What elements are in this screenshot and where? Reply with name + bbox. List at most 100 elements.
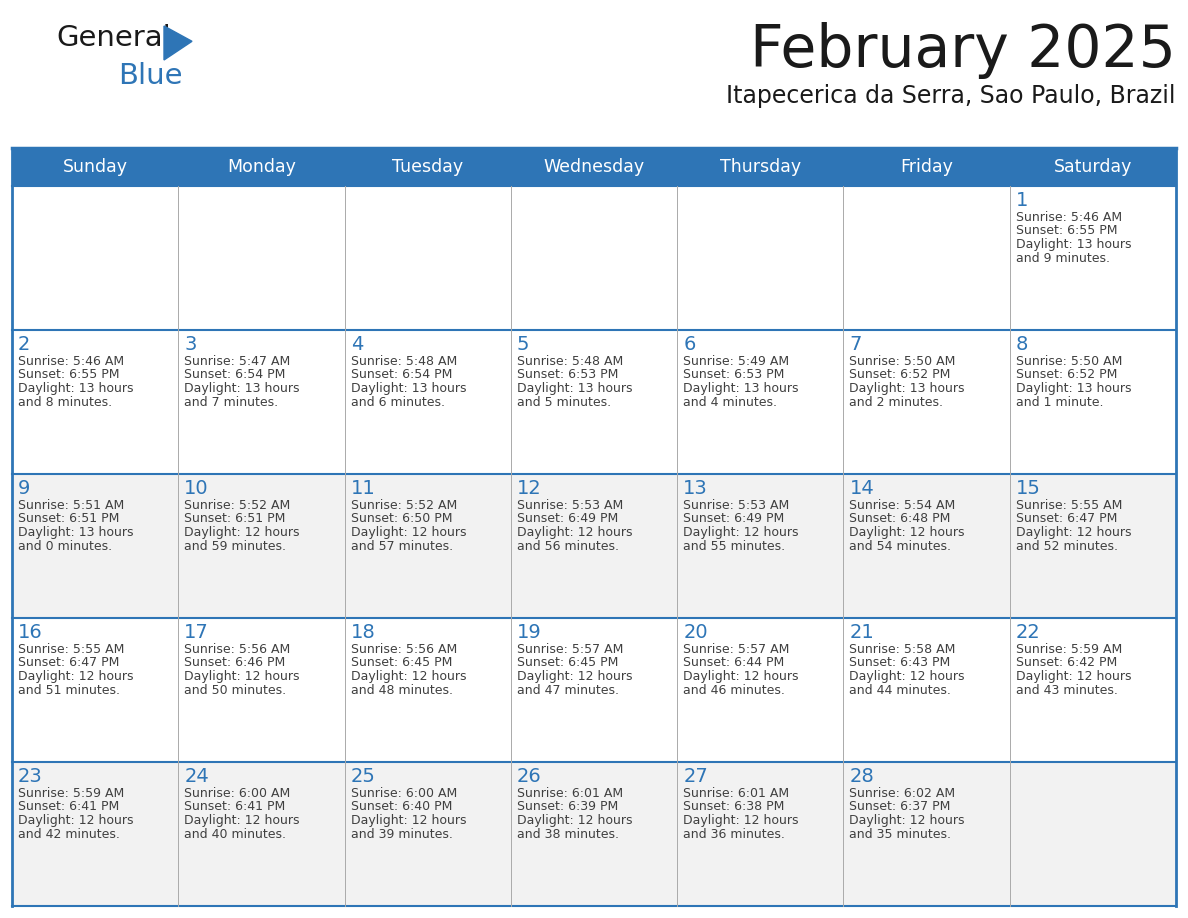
Text: 20: 20 bbox=[683, 623, 708, 642]
Text: Daylight: 13 hours: Daylight: 13 hours bbox=[18, 526, 133, 539]
Text: 5: 5 bbox=[517, 335, 530, 354]
Text: 28: 28 bbox=[849, 767, 874, 786]
Text: 26: 26 bbox=[517, 767, 542, 786]
Text: 7: 7 bbox=[849, 335, 861, 354]
Text: 11: 11 bbox=[350, 479, 375, 498]
Text: and 52 minutes.: and 52 minutes. bbox=[1016, 540, 1118, 553]
Text: Sunset: 6:48 PM: Sunset: 6:48 PM bbox=[849, 512, 950, 525]
Text: Daylight: 12 hours: Daylight: 12 hours bbox=[683, 526, 798, 539]
Text: Sunrise: 6:01 AM: Sunrise: 6:01 AM bbox=[683, 787, 789, 800]
Bar bbox=[12, 762, 1176, 906]
Text: and 6 minutes.: and 6 minutes. bbox=[350, 396, 444, 409]
Text: Sunset: 6:38 PM: Sunset: 6:38 PM bbox=[683, 800, 784, 813]
Text: Daylight: 13 hours: Daylight: 13 hours bbox=[350, 382, 466, 395]
Text: Sunrise: 5:55 AM: Sunrise: 5:55 AM bbox=[18, 643, 125, 656]
Text: and 44 minutes.: and 44 minutes. bbox=[849, 684, 952, 697]
Text: Daylight: 12 hours: Daylight: 12 hours bbox=[184, 526, 299, 539]
Text: Daylight: 12 hours: Daylight: 12 hours bbox=[18, 670, 133, 683]
Text: Sunrise: 5:48 AM: Sunrise: 5:48 AM bbox=[350, 355, 457, 368]
Text: Sunrise: 5:48 AM: Sunrise: 5:48 AM bbox=[517, 355, 624, 368]
Text: Sunrise: 5:53 AM: Sunrise: 5:53 AM bbox=[683, 499, 789, 512]
Text: Sunset: 6:42 PM: Sunset: 6:42 PM bbox=[1016, 656, 1117, 669]
Text: Daylight: 12 hours: Daylight: 12 hours bbox=[18, 814, 133, 827]
Text: 13: 13 bbox=[683, 479, 708, 498]
Text: Sunset: 6:50 PM: Sunset: 6:50 PM bbox=[350, 512, 453, 525]
Text: and 5 minutes.: and 5 minutes. bbox=[517, 396, 611, 409]
Text: and 47 minutes.: and 47 minutes. bbox=[517, 684, 619, 697]
Text: Daylight: 13 hours: Daylight: 13 hours bbox=[517, 382, 632, 395]
Text: Thursday: Thursday bbox=[720, 158, 801, 176]
Text: Sunrise: 5:47 AM: Sunrise: 5:47 AM bbox=[184, 355, 291, 368]
Text: and 55 minutes.: and 55 minutes. bbox=[683, 540, 785, 553]
Text: Daylight: 12 hours: Daylight: 12 hours bbox=[350, 670, 466, 683]
Text: 22: 22 bbox=[1016, 623, 1041, 642]
Text: Sunset: 6:41 PM: Sunset: 6:41 PM bbox=[184, 800, 285, 813]
Text: Sunset: 6:46 PM: Sunset: 6:46 PM bbox=[184, 656, 285, 669]
Text: Daylight: 12 hours: Daylight: 12 hours bbox=[350, 526, 466, 539]
Text: Sunrise: 5:52 AM: Sunrise: 5:52 AM bbox=[184, 499, 291, 512]
Text: Tuesday: Tuesday bbox=[392, 158, 463, 176]
Text: Sunset: 6:39 PM: Sunset: 6:39 PM bbox=[517, 800, 618, 813]
Text: Blue: Blue bbox=[118, 62, 183, 90]
Text: Sunset: 6:47 PM: Sunset: 6:47 PM bbox=[1016, 512, 1117, 525]
Text: Sunrise: 6:00 AM: Sunrise: 6:00 AM bbox=[350, 787, 457, 800]
Text: Sunrise: 6:02 AM: Sunrise: 6:02 AM bbox=[849, 787, 955, 800]
Text: Sunset: 6:51 PM: Sunset: 6:51 PM bbox=[18, 512, 119, 525]
Text: 2: 2 bbox=[18, 335, 31, 354]
Bar bbox=[12, 618, 1176, 762]
Text: Daylight: 13 hours: Daylight: 13 hours bbox=[1016, 382, 1131, 395]
Text: Sunrise: 5:56 AM: Sunrise: 5:56 AM bbox=[350, 643, 457, 656]
Text: and 50 minutes.: and 50 minutes. bbox=[184, 684, 286, 697]
Text: 19: 19 bbox=[517, 623, 542, 642]
Text: Sunrise: 5:57 AM: Sunrise: 5:57 AM bbox=[517, 643, 624, 656]
Text: and 35 minutes.: and 35 minutes. bbox=[849, 827, 952, 841]
Text: 27: 27 bbox=[683, 767, 708, 786]
Text: Sunset: 6:55 PM: Sunset: 6:55 PM bbox=[18, 368, 120, 382]
Text: Sunset: 6:51 PM: Sunset: 6:51 PM bbox=[184, 512, 285, 525]
Text: February 2025: February 2025 bbox=[750, 22, 1176, 79]
Text: Monday: Monday bbox=[227, 158, 296, 176]
Text: and 57 minutes.: and 57 minutes. bbox=[350, 540, 453, 553]
Text: and 42 minutes.: and 42 minutes. bbox=[18, 827, 120, 841]
Text: Daylight: 12 hours: Daylight: 12 hours bbox=[517, 814, 632, 827]
Text: Sunday: Sunday bbox=[63, 158, 127, 176]
Bar bbox=[12, 148, 1176, 186]
Text: and 0 minutes.: and 0 minutes. bbox=[18, 540, 112, 553]
Text: 16: 16 bbox=[18, 623, 43, 642]
Text: 12: 12 bbox=[517, 479, 542, 498]
Text: and 54 minutes.: and 54 minutes. bbox=[849, 540, 952, 553]
Text: Daylight: 12 hours: Daylight: 12 hours bbox=[1016, 526, 1131, 539]
Bar bbox=[12, 330, 1176, 474]
Text: 15: 15 bbox=[1016, 479, 1041, 498]
Text: 17: 17 bbox=[184, 623, 209, 642]
Text: Sunset: 6:49 PM: Sunset: 6:49 PM bbox=[517, 512, 618, 525]
Text: Sunrise: 5:46 AM: Sunrise: 5:46 AM bbox=[18, 355, 124, 368]
Text: 25: 25 bbox=[350, 767, 375, 786]
Text: Sunrise: 6:00 AM: Sunrise: 6:00 AM bbox=[184, 787, 291, 800]
Bar bbox=[12, 474, 1176, 618]
Text: 4: 4 bbox=[350, 335, 364, 354]
Text: Daylight: 12 hours: Daylight: 12 hours bbox=[517, 670, 632, 683]
Text: Sunrise: 5:54 AM: Sunrise: 5:54 AM bbox=[849, 499, 955, 512]
Text: Sunrise: 5:46 AM: Sunrise: 5:46 AM bbox=[1016, 211, 1121, 224]
Text: Sunset: 6:45 PM: Sunset: 6:45 PM bbox=[350, 656, 451, 669]
Text: Sunrise: 5:50 AM: Sunrise: 5:50 AM bbox=[849, 355, 956, 368]
Text: Sunset: 6:54 PM: Sunset: 6:54 PM bbox=[350, 368, 451, 382]
Text: and 48 minutes.: and 48 minutes. bbox=[350, 684, 453, 697]
Text: Sunrise: 5:52 AM: Sunrise: 5:52 AM bbox=[350, 499, 457, 512]
Text: 9: 9 bbox=[18, 479, 31, 498]
Text: Sunrise: 5:49 AM: Sunrise: 5:49 AM bbox=[683, 355, 789, 368]
Text: Sunset: 6:52 PM: Sunset: 6:52 PM bbox=[1016, 368, 1117, 382]
Text: Friday: Friday bbox=[901, 158, 953, 176]
Text: Sunset: 6:37 PM: Sunset: 6:37 PM bbox=[849, 800, 950, 813]
Text: Sunset: 6:41 PM: Sunset: 6:41 PM bbox=[18, 800, 119, 813]
Text: and 56 minutes.: and 56 minutes. bbox=[517, 540, 619, 553]
Text: and 1 minute.: and 1 minute. bbox=[1016, 396, 1104, 409]
Text: Sunrise: 5:53 AM: Sunrise: 5:53 AM bbox=[517, 499, 624, 512]
Text: Daylight: 13 hours: Daylight: 13 hours bbox=[18, 382, 133, 395]
Text: Sunset: 6:45 PM: Sunset: 6:45 PM bbox=[517, 656, 618, 669]
Text: Sunset: 6:44 PM: Sunset: 6:44 PM bbox=[683, 656, 784, 669]
Text: and 59 minutes.: and 59 minutes. bbox=[184, 540, 286, 553]
Text: 14: 14 bbox=[849, 479, 874, 498]
Text: 24: 24 bbox=[184, 767, 209, 786]
